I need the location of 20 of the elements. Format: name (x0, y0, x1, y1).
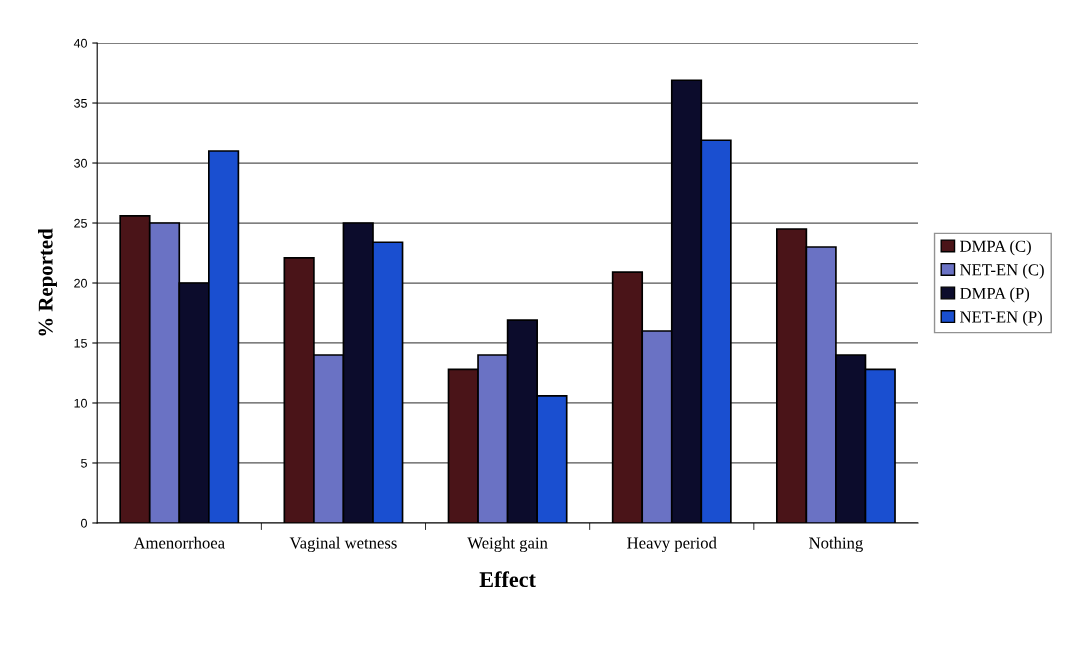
x-tick-label: Vaginal wetness (289, 536, 397, 553)
y-tick-label: 0 (81, 518, 87, 528)
x-axis-title: Effect (479, 571, 536, 588)
x-tick-label: Weight gain (467, 536, 548, 553)
legend-label: NET-EN (C) (960, 263, 1044, 279)
y-tick-label: 30 (74, 158, 87, 168)
legend-label: DMPA (C) (960, 240, 1031, 256)
x-tick-label: Amenorrhoea (133, 536, 225, 549)
y-tick-label: 20 (74, 278, 87, 288)
y-tick-label: 15 (74, 338, 87, 348)
y-tick-label: 25 (74, 218, 87, 228)
y-axis-title: % Reported (38, 228, 57, 336)
x-tick-label: Heavy period (627, 536, 717, 553)
y-tick-label: 10 (74, 398, 87, 408)
y-tick-label: 40 (73, 38, 87, 48)
legend-label: DMPA (P) (960, 287, 1030, 303)
y-tick-label: 5 (81, 458, 87, 468)
legend-label: NET-EN (P) (960, 310, 1042, 326)
x-tick-label: Nothing (809, 536, 863, 553)
y-tick-label: 35 (74, 98, 87, 108)
